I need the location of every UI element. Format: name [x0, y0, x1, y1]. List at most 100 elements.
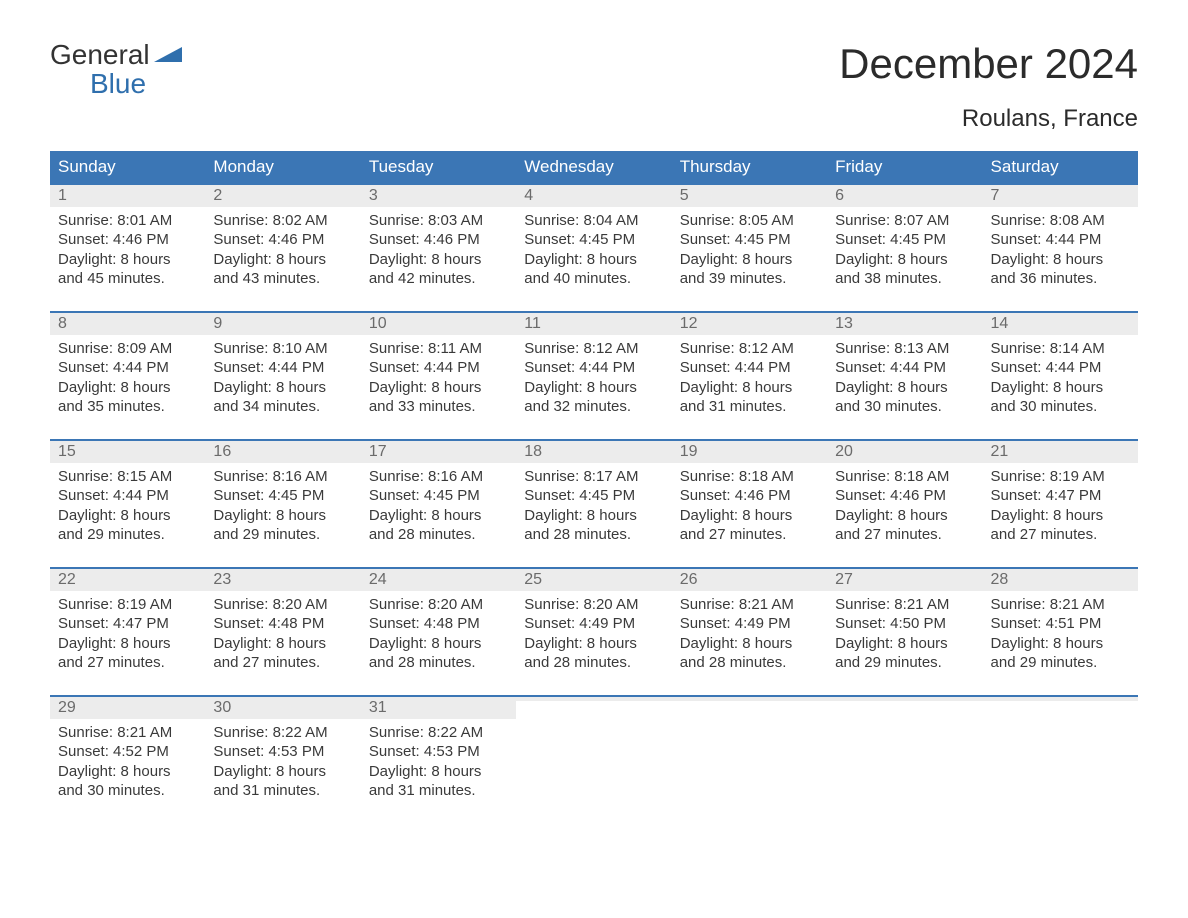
calendar-day: 31Sunrise: 8:22 AMSunset: 4:53 PMDayligh… [361, 697, 516, 811]
header: General Blue December 2024 [50, 40, 1138, 99]
day-number: 4 [516, 185, 671, 207]
day-number: 16 [205, 441, 360, 463]
daylight-line1: Daylight: 8 hours [524, 634, 663, 654]
sunrise-text: Sunrise: 8:19 AM [991, 467, 1130, 487]
sunrise-text: Sunrise: 8:18 AM [835, 467, 974, 487]
daylight-line2: and 45 minutes. [58, 269, 197, 289]
page-title: December 2024 [839, 40, 1138, 88]
day-number: 29 [50, 697, 205, 719]
calendar-day: 19Sunrise: 8:18 AMSunset: 4:46 PMDayligh… [672, 441, 827, 555]
daylight-line1: Daylight: 8 hours [835, 250, 974, 270]
daylight-line1: Daylight: 8 hours [58, 762, 197, 782]
day-details: Sunrise: 8:12 AMSunset: 4:44 PMDaylight:… [672, 335, 827, 427]
day-details: Sunrise: 8:13 AMSunset: 4:44 PMDaylight:… [827, 335, 982, 427]
daylight-line1: Daylight: 8 hours [369, 378, 508, 398]
day-details: Sunrise: 8:16 AMSunset: 4:45 PMDaylight:… [205, 463, 360, 555]
daylight-line2: and 29 minutes. [835, 653, 974, 673]
sunset-text: Sunset: 4:44 PM [680, 358, 819, 378]
sunrise-text: Sunrise: 8:16 AM [369, 467, 508, 487]
daylight-line1: Daylight: 8 hours [213, 762, 352, 782]
sunset-text: Sunset: 4:46 PM [835, 486, 974, 506]
day-details: Sunrise: 8:20 AMSunset: 4:48 PMDaylight:… [361, 591, 516, 683]
sunset-text: Sunset: 4:53 PM [369, 742, 508, 762]
day-number: 8 [50, 313, 205, 335]
calendar-week: 8Sunrise: 8:09 AMSunset: 4:44 PMDaylight… [50, 311, 1138, 427]
calendar-day: 28Sunrise: 8:21 AMSunset: 4:51 PMDayligh… [983, 569, 1138, 683]
sunrise-text: Sunrise: 8:12 AM [524, 339, 663, 359]
sunset-text: Sunset: 4:46 PM [213, 230, 352, 250]
day-number: 12 [672, 313, 827, 335]
daylight-line1: Daylight: 8 hours [680, 378, 819, 398]
daylight-line2: and 27 minutes. [991, 525, 1130, 545]
weekday-header-row: Sunday Monday Tuesday Wednesday Thursday… [50, 151, 1138, 183]
sunrise-text: Sunrise: 8:05 AM [680, 211, 819, 231]
sunrise-text: Sunrise: 8:14 AM [991, 339, 1130, 359]
sunrise-text: Sunrise: 8:20 AM [524, 595, 663, 615]
daylight-line1: Daylight: 8 hours [524, 506, 663, 526]
daylight-line1: Daylight: 8 hours [58, 250, 197, 270]
calendar-day: 22Sunrise: 8:19 AMSunset: 4:47 PMDayligh… [50, 569, 205, 683]
sunset-text: Sunset: 4:44 PM [835, 358, 974, 378]
day-number: 27 [827, 569, 982, 591]
daylight-line2: and 31 minutes. [680, 397, 819, 417]
calendar: Sunday Monday Tuesday Wednesday Thursday… [50, 151, 1138, 811]
day-details: Sunrise: 8:12 AMSunset: 4:44 PMDaylight:… [516, 335, 671, 427]
calendar-day: 27Sunrise: 8:21 AMSunset: 4:50 PMDayligh… [827, 569, 982, 683]
calendar-day: 15Sunrise: 8:15 AMSunset: 4:44 PMDayligh… [50, 441, 205, 555]
weekday-header: Saturday [983, 151, 1138, 183]
sunrise-text: Sunrise: 8:07 AM [835, 211, 974, 231]
day-details: Sunrise: 8:19 AMSunset: 4:47 PMDaylight:… [50, 591, 205, 683]
day-details: Sunrise: 8:10 AMSunset: 4:44 PMDaylight:… [205, 335, 360, 427]
daylight-line2: and 35 minutes. [58, 397, 197, 417]
calendar-day: 10Sunrise: 8:11 AMSunset: 4:44 PMDayligh… [361, 313, 516, 427]
logo: General Blue [50, 40, 184, 99]
day-number: 15 [50, 441, 205, 463]
sunset-text: Sunset: 4:46 PM [58, 230, 197, 250]
calendar-day: 12Sunrise: 8:12 AMSunset: 4:44 PMDayligh… [672, 313, 827, 427]
day-number: 23 [205, 569, 360, 591]
daylight-line2: and 34 minutes. [213, 397, 352, 417]
calendar-day: 23Sunrise: 8:20 AMSunset: 4:48 PMDayligh… [205, 569, 360, 683]
day-details [827, 701, 982, 715]
sunrise-text: Sunrise: 8:21 AM [680, 595, 819, 615]
calendar-day: 17Sunrise: 8:16 AMSunset: 4:45 PMDayligh… [361, 441, 516, 555]
calendar-day: 6Sunrise: 8:07 AMSunset: 4:45 PMDaylight… [827, 185, 982, 299]
calendar-day: 25Sunrise: 8:20 AMSunset: 4:49 PMDayligh… [516, 569, 671, 683]
calendar-week: 22Sunrise: 8:19 AMSunset: 4:47 PMDayligh… [50, 567, 1138, 683]
sunrise-text: Sunrise: 8:01 AM [58, 211, 197, 231]
day-details: Sunrise: 8:09 AMSunset: 4:44 PMDaylight:… [50, 335, 205, 427]
day-details: Sunrise: 8:21 AMSunset: 4:49 PMDaylight:… [672, 591, 827, 683]
sunrise-text: Sunrise: 8:16 AM [213, 467, 352, 487]
weekday-header: Wednesday [516, 151, 671, 183]
calendar-day: 7Sunrise: 8:08 AMSunset: 4:44 PMDaylight… [983, 185, 1138, 299]
day-number: 1 [50, 185, 205, 207]
sunrise-text: Sunrise: 8:11 AM [369, 339, 508, 359]
day-details: Sunrise: 8:04 AMSunset: 4:45 PMDaylight:… [516, 207, 671, 299]
daylight-line1: Daylight: 8 hours [835, 506, 974, 526]
daylight-line1: Daylight: 8 hours [680, 634, 819, 654]
daylight-line2: and 29 minutes. [991, 653, 1130, 673]
day-number: 9 [205, 313, 360, 335]
daylight-line2: and 30 minutes. [58, 781, 197, 801]
sunset-text: Sunset: 4:52 PM [58, 742, 197, 762]
day-details: Sunrise: 8:22 AMSunset: 4:53 PMDaylight:… [361, 719, 516, 811]
sunset-text: Sunset: 4:45 PM [213, 486, 352, 506]
calendar-day: 8Sunrise: 8:09 AMSunset: 4:44 PMDaylight… [50, 313, 205, 427]
calendar-day [516, 697, 671, 811]
calendar-day: 1 Sunrise: 8:01 AMSunset: 4:46 PMDaylight… [50, 185, 205, 299]
day-number: 18 [516, 441, 671, 463]
calendar-week: 15Sunrise: 8:15 AMSunset: 4:44 PMDayligh… [50, 439, 1138, 555]
daylight-line2: and 31 minutes. [213, 781, 352, 801]
daylight-line2: and 28 minutes. [680, 653, 819, 673]
daylight-line1: Daylight: 8 hours [991, 634, 1130, 654]
calendar-day: 21Sunrise: 8:19 AMSunset: 4:47 PMDayligh… [983, 441, 1138, 555]
day-number: 17 [361, 441, 516, 463]
daylight-line1: Daylight: 8 hours [58, 634, 197, 654]
daylight-line2: and 39 minutes. [680, 269, 819, 289]
day-details: Sunrise: 8:15 AMSunset: 4:44 PMDaylight:… [50, 463, 205, 555]
day-number: 3 [361, 185, 516, 207]
calendar-day: 4Sunrise: 8:04 AMSunset: 4:45 PMDaylight… [516, 185, 671, 299]
calendar-day: 14Sunrise: 8:14 AMSunset: 4:44 PMDayligh… [983, 313, 1138, 427]
calendar-day: 24Sunrise: 8:20 AMSunset: 4:48 PMDayligh… [361, 569, 516, 683]
day-number: 7 [983, 185, 1138, 207]
